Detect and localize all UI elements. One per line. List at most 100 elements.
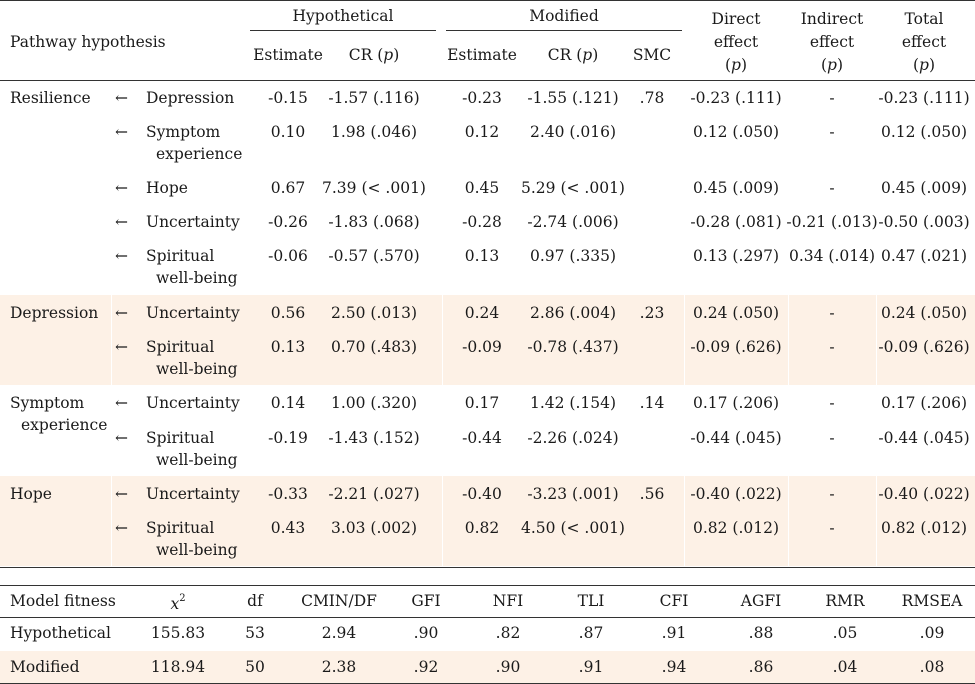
fitness-cell: .09	[919, 624, 945, 642]
band-column-gap	[788, 476, 789, 566]
cell-m-cr: -1.55 (.121)	[527, 89, 619, 107]
header-indirect-effect-line1: Indirect	[800, 10, 864, 28]
cell-h-estimate: -0.06	[268, 247, 308, 265]
header-h-estimate: Estimate	[253, 46, 323, 64]
fitness-cell: .91	[661, 624, 687, 642]
cell-h-estimate: -0.33	[268, 485, 308, 503]
cell-direct-effect: 0.13 (.297)	[692, 247, 780, 265]
cell-h-cr: -1.83 (.068)	[328, 213, 420, 231]
header-modified: Modified	[529, 7, 599, 25]
hypothetical-underline	[250, 30, 436, 31]
cell-total-effect: -0.40 (.022)	[878, 485, 970, 503]
predictor-label: Spiritual	[146, 429, 215, 447]
fitness-cell: 50	[245, 658, 265, 676]
header-bottom-rule	[0, 80, 975, 81]
predictor-label: well-being	[156, 451, 238, 469]
fitness-header-x: x2	[170, 593, 186, 614]
cell-h-cr: 7.39 (< .001)	[322, 179, 426, 197]
fitness-header-rmr: RMR	[825, 592, 865, 610]
cell-direct-effect: 0.17 (.206)	[692, 394, 780, 412]
fitness-top-rule	[0, 585, 975, 586]
outcome-label: Resilience	[10, 89, 91, 107]
cell-h-cr: 2.50 (.013)	[330, 304, 418, 322]
cell-total-effect: -0.44 (.045)	[878, 429, 970, 447]
cell-h-cr: 1.98 (.046)	[330, 123, 418, 141]
header-m-estimate: Estimate	[447, 46, 517, 64]
fitness-cell: .91	[578, 658, 604, 676]
cell-m-cr: 4.50 (< .001)	[521, 519, 625, 537]
outcome-label: Hope	[10, 485, 52, 503]
predictor-label: Spiritual	[146, 247, 215, 265]
predictor-label: Uncertainty	[146, 485, 240, 503]
cell-smc: .14	[639, 394, 665, 412]
cell-m-estimate: 0.13	[464, 247, 500, 265]
cell-h-cr: 3.03 (.002)	[330, 519, 418, 537]
fitness-header-rmsea: RMSEA	[901, 592, 963, 610]
band-column-gap	[788, 295, 789, 385]
cell-indirect-effect: -	[829, 123, 835, 141]
predictor-label: well-being	[156, 541, 238, 559]
fitness-header-gfi: GFI	[411, 592, 441, 610]
band-column-gap	[684, 476, 685, 566]
header-total-effect-line1: Total	[904, 10, 944, 28]
cell-h-cr: -2.21 (.027)	[328, 485, 420, 503]
cell-h-estimate: 0.67	[270, 179, 306, 197]
fitness-header-rule	[0, 617, 975, 618]
arrow-icon: ←	[115, 519, 128, 537]
outcome-label: experience	[21, 416, 108, 434]
fitness-cell: 53	[245, 624, 265, 642]
fitness-cell: .82	[495, 624, 521, 642]
cell-indirect-effect: -	[829, 179, 835, 197]
arrow-icon: ←	[115, 485, 128, 503]
cell-total-effect: 0.12 (.050)	[880, 123, 968, 141]
header-direct-effect-line1: Direct	[711, 10, 761, 28]
outcome-label: Depression	[10, 304, 99, 322]
fitness-cell: 2.38	[321, 658, 357, 676]
cell-h-cr: 1.00 (.320)	[330, 394, 418, 412]
arrow-icon: ←	[115, 179, 128, 197]
cell-m-cr: -3.23 (.001)	[527, 485, 619, 503]
cell-m-estimate: -0.40	[462, 485, 502, 503]
cell-total-effect: -0.09 (.626)	[878, 338, 970, 356]
cell-h-cr: -1.43 (.152)	[328, 429, 420, 447]
fitness-cell: 118.94	[150, 658, 206, 676]
cell-h-estimate: 0.56	[270, 304, 306, 322]
predictor-label: well-being	[156, 269, 238, 287]
cell-smc: .56	[639, 485, 665, 503]
predictor-label: Spiritual	[146, 338, 215, 356]
cell-total-effect: -0.50 (.003)	[878, 213, 970, 231]
outcome-label: Symptom	[10, 394, 85, 412]
predictor-label: Spiritual	[146, 519, 215, 537]
cell-total-effect: 0.45 (.009)	[880, 179, 968, 197]
cell-total-effect: 0.82 (.012)	[880, 519, 968, 537]
cell-h-estimate: 0.14	[270, 394, 306, 412]
cell-m-cr: 1.42 (.154)	[529, 394, 617, 412]
fitness-cell: .05	[832, 624, 858, 642]
fitness-header-nfi: NFI	[492, 592, 524, 610]
band-column-gap	[442, 476, 443, 566]
table-bottom-rule	[0, 567, 975, 568]
cell-m-cr: 0.97 (.335)	[529, 247, 617, 265]
band-column-gap	[876, 476, 877, 566]
arrow-icon: ←	[115, 338, 128, 356]
cell-h-estimate: 0.13	[270, 338, 306, 356]
fitness-header-df: df	[247, 592, 263, 610]
cell-h-cr: -1.57 (.116)	[328, 89, 420, 107]
cell-m-estimate: 0.17	[464, 394, 500, 412]
fitness-cell: .90	[413, 624, 439, 642]
cell-h-estimate: -0.15	[268, 89, 308, 107]
fitness-header-label: Model fitness	[10, 592, 116, 610]
cell-m-cr: 2.86 (.004)	[529, 304, 617, 322]
fitness-cell: .86	[748, 658, 774, 676]
cell-h-cr: 0.70 (.483)	[330, 338, 418, 356]
cell-direct-effect: -0.28 (.081)	[690, 213, 782, 231]
cell-smc: .78	[639, 89, 665, 107]
cell-direct-effect: -0.40 (.022)	[690, 485, 782, 503]
fitness-cell: .92	[413, 658, 439, 676]
cell-direct-effect: -0.44 (.045)	[690, 429, 782, 447]
arrow-icon: ←	[115, 213, 128, 231]
fitness-cell: .90	[495, 658, 521, 676]
band-column-gap	[876, 295, 877, 385]
predictor-label: Depression	[146, 89, 235, 107]
fitness-cell: .08	[919, 658, 945, 676]
